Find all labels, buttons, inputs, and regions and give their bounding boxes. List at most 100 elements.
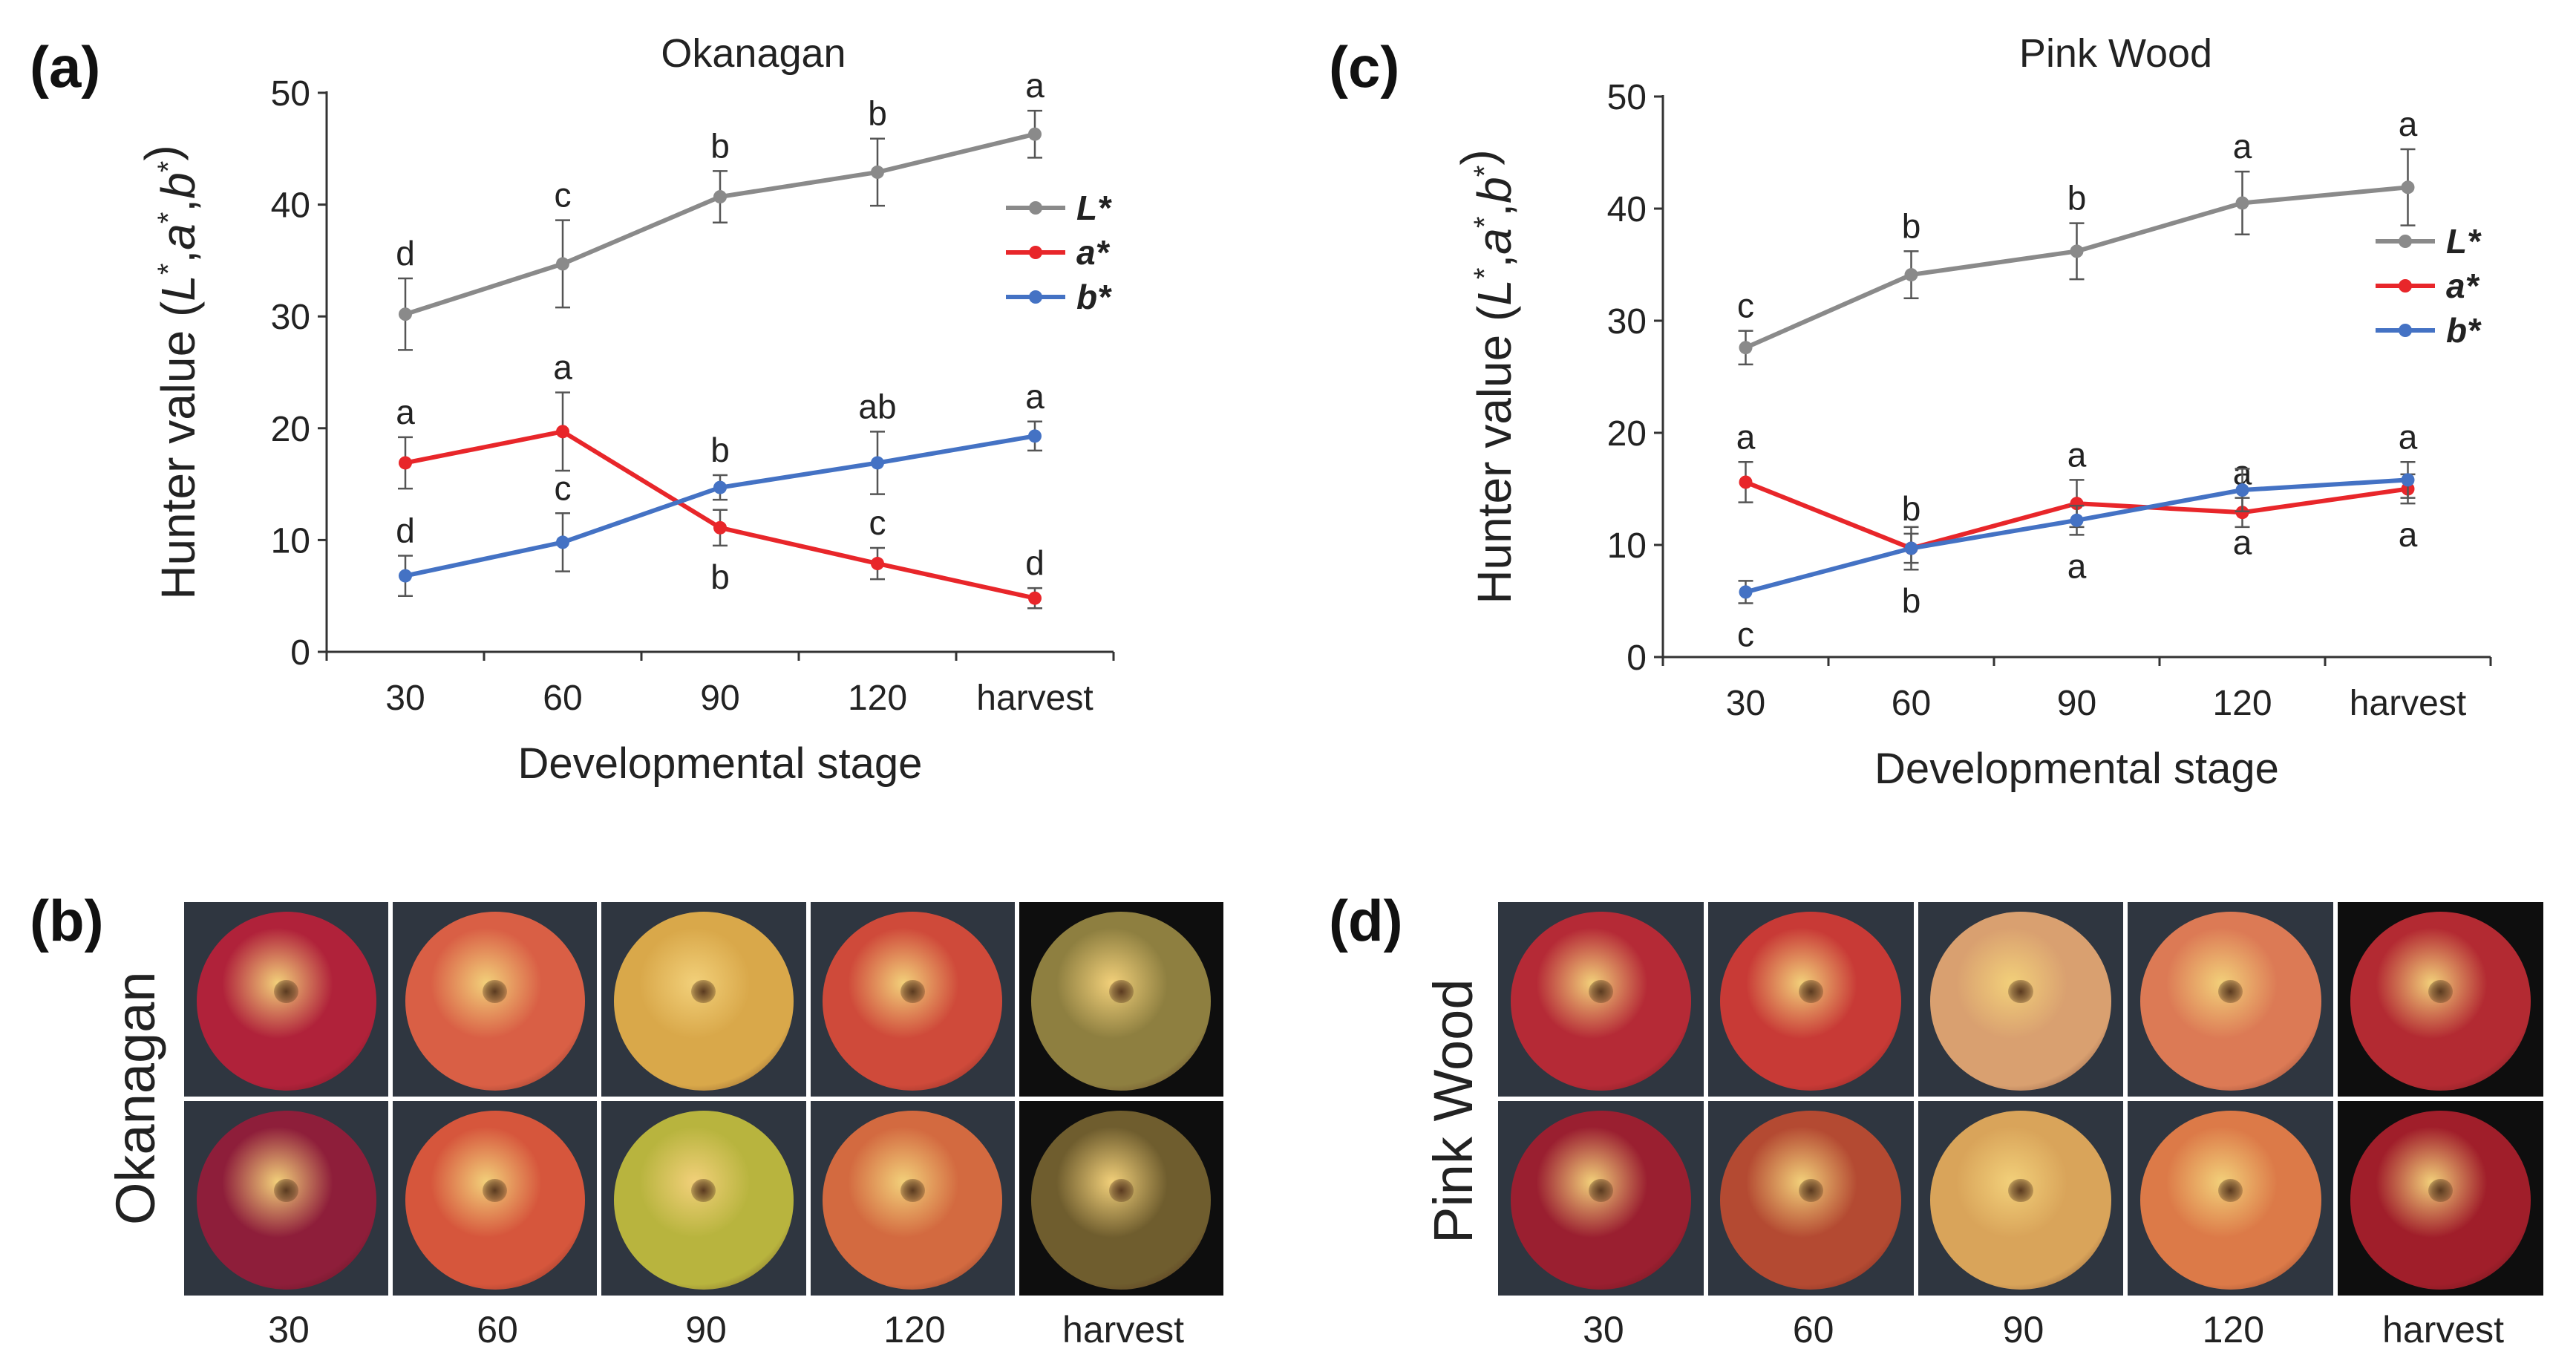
photo-stage-label: harvest bbox=[2382, 1309, 2505, 1350]
data-point bbox=[1028, 429, 1042, 443]
y-axis-label-star: * bbox=[1468, 166, 1501, 177]
apple-stem-cavity bbox=[483, 979, 508, 1004]
apple-photo-90-bottom bbox=[1918, 1101, 2124, 1296]
data-point bbox=[399, 456, 412, 470]
significance-letter: a bbox=[2399, 105, 2418, 143]
significance-letter: c bbox=[869, 503, 886, 542]
data-point bbox=[1739, 341, 1753, 355]
y-axis-label-star: * bbox=[1468, 217, 1501, 229]
series-b-pink-wood: c b a a a bbox=[1737, 417, 2418, 653]
significance-letter: d bbox=[396, 511, 415, 549]
data-point bbox=[399, 569, 412, 583]
y-axis-label-star: * bbox=[152, 212, 185, 224]
data-point bbox=[713, 520, 727, 535]
y-axis-label-var: b bbox=[151, 172, 205, 199]
significance-letter: a bbox=[553, 348, 572, 387]
legend-label: a* bbox=[2446, 267, 2480, 305]
series-a-pink-wood: a b a a a bbox=[1736, 417, 2418, 564]
x-axis-label: Developmental stage bbox=[1874, 745, 2279, 793]
significance-letter: b bbox=[868, 94, 887, 133]
data-point bbox=[399, 307, 412, 321]
data-point bbox=[1739, 585, 1753, 599]
y-axis-label-sep: , bbox=[151, 199, 205, 212]
apple-photo-30-top bbox=[184, 902, 389, 1097]
y-axis-label-suffix: ) bbox=[135, 145, 189, 160]
significance-letter: a bbox=[2067, 546, 2087, 585]
significance-letter: b bbox=[1902, 489, 1921, 528]
photo-stage-label: 120 bbox=[883, 1309, 946, 1350]
x-tick-label: harvest bbox=[2350, 684, 2466, 723]
significance-letter: c bbox=[1737, 287, 1754, 325]
significance-letter: a bbox=[1025, 66, 1045, 105]
photo-cultivar-label-pink-wood: Pink Wood bbox=[1422, 979, 1484, 1244]
significance-letter: b bbox=[1902, 581, 1921, 620]
significance-letter: b bbox=[2067, 179, 2087, 218]
significance-letter: a bbox=[2067, 435, 2087, 474]
y-tick-label: 30 bbox=[271, 298, 310, 337]
apple-photo-60-top bbox=[1707, 902, 1914, 1097]
data-point bbox=[1028, 591, 1042, 605]
y-axis-label-sep: , bbox=[1468, 255, 1521, 268]
legend-marker bbox=[1029, 201, 1042, 215]
legend-marker bbox=[2399, 324, 2412, 337]
significance-letter: b bbox=[710, 126, 730, 165]
legend: L* a* b* bbox=[2376, 222, 2482, 350]
data-point bbox=[2235, 483, 2249, 497]
apple-stem-cavity bbox=[483, 1178, 508, 1203]
photo-stage-label: 90 bbox=[685, 1309, 727, 1350]
panel-label-c: (c) bbox=[1329, 34, 1400, 99]
legend-label: b* bbox=[2446, 311, 2482, 350]
x-axis-label: Developmental stage bbox=[518, 739, 923, 788]
apple-photo-90-top bbox=[1918, 902, 2124, 1097]
apple-stem-cavity bbox=[1798, 979, 1823, 1004]
apple-photo-60-bottom bbox=[1707, 1101, 1914, 1296]
apple-stem-cavity bbox=[2428, 979, 2454, 1004]
apple-stem-cavity bbox=[2218, 1178, 2243, 1203]
x-tick-label: 90 bbox=[700, 679, 739, 718]
chart-okanagan: Okanagan 0 10 20 30 40 50 30 60 90 120 harvest Devel… bbox=[135, 31, 1115, 788]
data-point bbox=[2070, 497, 2084, 511]
apple-photo-90-bottom bbox=[601, 1101, 806, 1296]
apple-photo-30-bottom bbox=[184, 1101, 389, 1296]
data-point bbox=[871, 557, 884, 571]
y-tick-label: 40 bbox=[1607, 190, 1647, 229]
y-axis-label-star: * bbox=[1468, 268, 1501, 280]
y-tick-label: 0 bbox=[1627, 638, 1647, 678]
apple-photo-90-top bbox=[601, 902, 806, 1097]
data-point bbox=[713, 480, 727, 494]
y-axis-label-var: L bbox=[151, 275, 205, 301]
data-point bbox=[2401, 180, 2415, 195]
apple-photo-harvest-bottom bbox=[2338, 1101, 2543, 1296]
apple-stem-cavity bbox=[2008, 979, 2033, 1004]
x-tick-label: 30 bbox=[385, 679, 425, 718]
apple-photo-120-top bbox=[2128, 902, 2334, 1097]
x-tick-label: 60 bbox=[543, 679, 582, 718]
y-tick-label: 30 bbox=[1607, 302, 1647, 342]
significance-letter: a bbox=[1025, 377, 1045, 416]
x-tick-label: 30 bbox=[1726, 684, 1765, 723]
apple-stem-cavity bbox=[2218, 979, 2243, 1004]
series-l-pink-wood: c b b a a bbox=[1737, 105, 2418, 366]
x-tick-label: 120 bbox=[848, 679, 907, 718]
photo-stage-label: 90 bbox=[2002, 1309, 2044, 1350]
significance-letter: a bbox=[396, 393, 415, 431]
apple-photo-120-bottom bbox=[810, 1101, 1015, 1296]
legend-marker bbox=[1029, 246, 1042, 259]
significance-letter: a bbox=[2233, 127, 2252, 166]
y-axis-label: Hunter value (L*,a*,b*) bbox=[1451, 149, 1521, 604]
data-point bbox=[1904, 541, 1918, 555]
photo-stage-label: 30 bbox=[1583, 1309, 1624, 1350]
chart-pink-wood: Pink Wood 0 10 20 30 40 50 30 60 90 120 harvest Deve… bbox=[1451, 31, 2492, 793]
apple-photo-60-bottom bbox=[393, 1101, 598, 1296]
photo-stage-label: 30 bbox=[268, 1309, 310, 1350]
y-tick-label: 20 bbox=[1607, 414, 1647, 454]
significance-letter: c bbox=[555, 176, 572, 215]
x-tick-label: 60 bbox=[1892, 684, 1931, 723]
y-tick-label: 50 bbox=[1607, 78, 1647, 117]
apple-photo-harvest-bottom bbox=[1019, 1101, 1223, 1296]
y-axis-label-var: a bbox=[151, 223, 205, 250]
significance-letter: d bbox=[396, 234, 415, 272]
y-tick-label: 10 bbox=[1607, 526, 1647, 566]
